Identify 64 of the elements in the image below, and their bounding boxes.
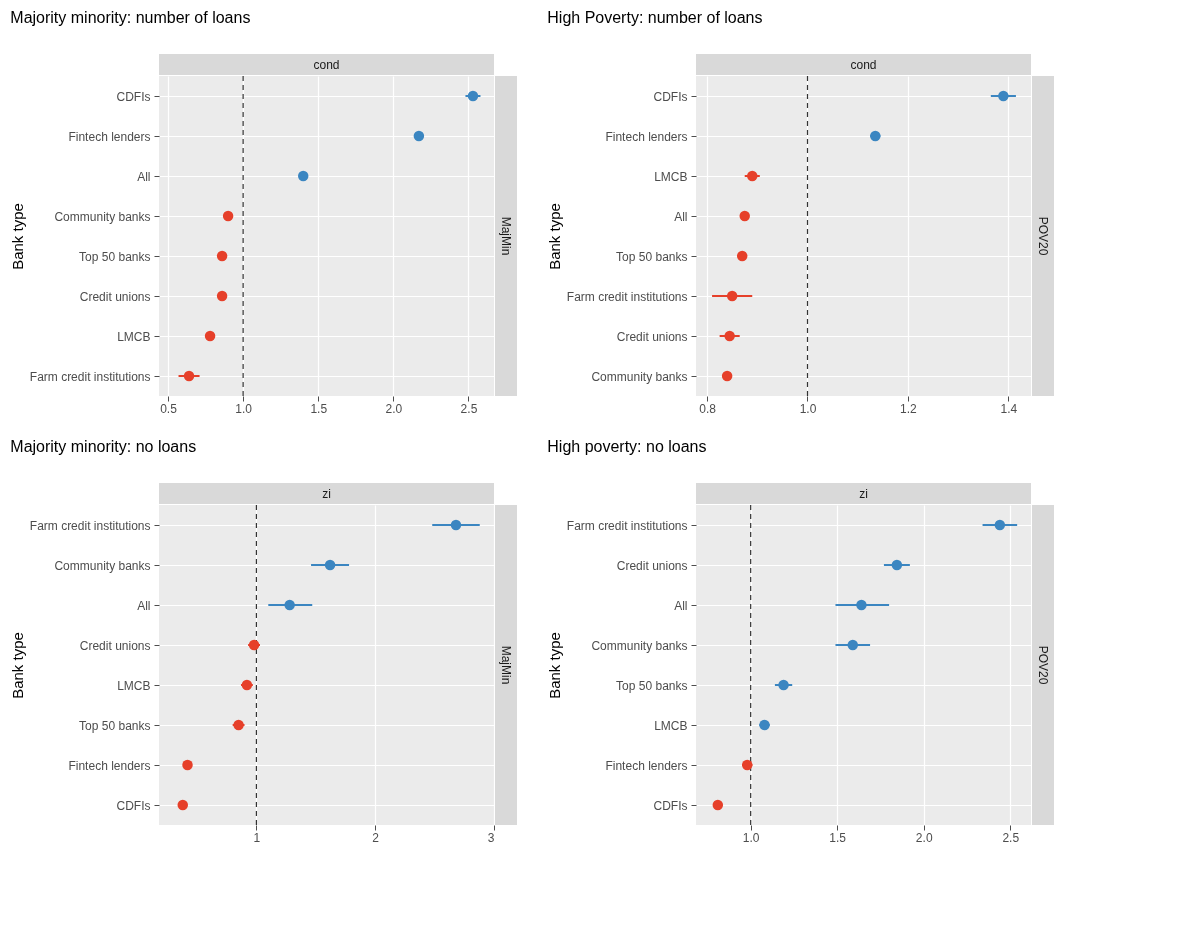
y-tick-label: Credit unions	[79, 289, 151, 304]
y-tick-label: LMCB	[654, 718, 688, 733]
text: zi	[322, 487, 331, 501]
y-axis-title: Bank type	[8, 203, 26, 270]
x-tick-label: 1.0	[742, 830, 760, 845]
y-tick-label: All	[674, 598, 688, 613]
x-tick-label: 2.0	[915, 830, 933, 845]
y-axis-title: Bank type	[545, 632, 563, 699]
y-tick-label: CDFIs	[653, 798, 688, 813]
y-tick-label: Fintech lenders	[605, 129, 688, 144]
y-tick-label: Farm credit institutions	[566, 518, 688, 533]
y-tick-label: Farm credit institutions	[566, 289, 688, 304]
chart-title: Majority minority: no loans	[10, 438, 197, 455]
y-tick-label: Fintech lenders	[68, 129, 151, 144]
y-axis-title: Bank type	[545, 203, 563, 270]
y-tick-label: Top 50 banks	[616, 678, 688, 693]
y-axis-title: Bank type	[8, 632, 26, 699]
x-tick-label: 3	[487, 830, 495, 845]
x-tick-label: 2.5	[1002, 830, 1020, 845]
chart-title: High poverty: no loans	[547, 438, 707, 455]
y-tick-label: LMCB	[117, 329, 151, 344]
text: MajMin	[499, 645, 513, 685]
y-tick-label: All	[674, 209, 688, 224]
y-tick-label: Community banks	[591, 638, 688, 653]
y-tick-label: Top 50 banks	[616, 249, 688, 264]
y-tick-label: CDFIs	[116, 798, 151, 813]
x-tick-label: 0.5	[160, 401, 178, 416]
x-tick-label: 0.8	[699, 401, 717, 416]
y-tick-label: CDFIs	[653, 89, 688, 104]
x-tick-label: 2.5	[460, 401, 478, 416]
x-tick-label: 2	[372, 830, 380, 845]
y-tick-label: LMCB	[117, 678, 151, 693]
y-tick-label: Farm credit institutions	[29, 369, 151, 384]
text: cond	[850, 58, 877, 72]
y-tick-label: Credit unions	[616, 558, 688, 573]
y-tick-label: All	[137, 169, 151, 184]
chart-title: High Poverty: number of loans	[547, 9, 763, 26]
y-tick-label: Top 50 banks	[79, 718, 151, 733]
x-tick-label: 1.0	[235, 401, 253, 416]
y-tick-label: Fintech lenders	[68, 758, 151, 773]
y-tick-label: Community banks	[54, 209, 151, 224]
y-tick-label: Credit unions	[616, 329, 688, 344]
y-tick-label: Top 50 banks	[79, 249, 151, 264]
x-tick-label: 1.4	[1000, 401, 1018, 416]
text: cond	[313, 58, 340, 72]
text: zi	[859, 487, 868, 501]
text: POV20	[1036, 645, 1050, 685]
chart-title: Majority minority: number of loans	[10, 9, 251, 26]
x-tick-label: 1	[253, 830, 261, 845]
y-tick-label: LMCB	[654, 169, 688, 184]
x-tick-label: 1.5	[829, 830, 847, 845]
text: POV20	[1036, 216, 1050, 256]
y-tick-label: CDFIs	[116, 89, 151, 104]
x-tick-label: 2.0	[385, 401, 403, 416]
y-tick-label: Credit unions	[79, 638, 151, 653]
y-tick-label: Fintech lenders	[605, 758, 688, 773]
text: MajMin	[499, 216, 513, 256]
y-tick-label: Community banks	[591, 369, 688, 384]
y-tick-label: All	[137, 598, 151, 613]
y-tick-label: Farm credit institutions	[29, 518, 151, 533]
x-tick-label: 1.0	[799, 401, 817, 416]
x-tick-label: 1.2	[900, 401, 918, 416]
y-tick-label: Community banks	[54, 558, 151, 573]
x-tick-label: 1.5	[310, 401, 328, 416]
